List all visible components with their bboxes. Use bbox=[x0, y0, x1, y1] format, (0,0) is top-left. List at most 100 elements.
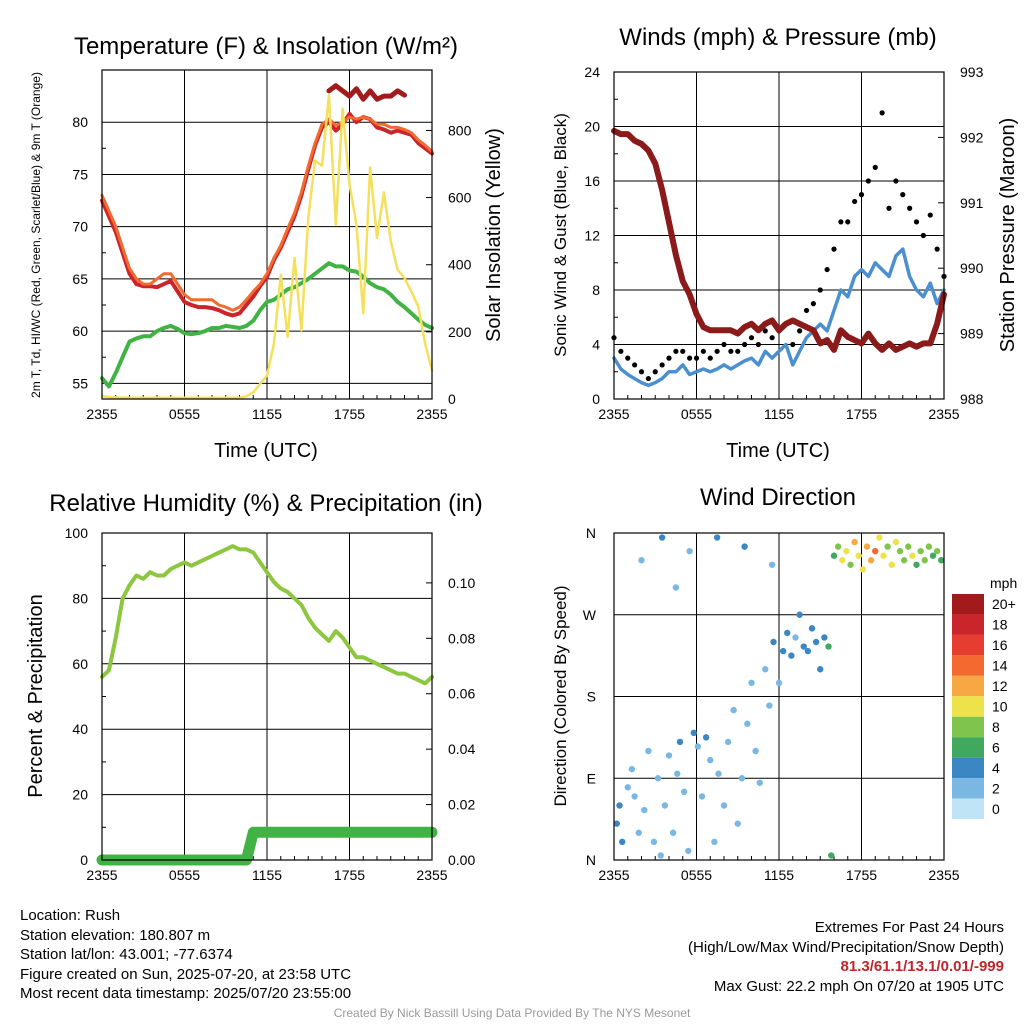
y-tick-label: 20 bbox=[72, 787, 88, 803]
gust-dot bbox=[680, 348, 686, 354]
direction-point bbox=[804, 647, 812, 655]
x-tick-label: 2355 bbox=[86, 406, 117, 422]
station-elevation: Station elevation: 180.807 m bbox=[20, 926, 211, 944]
direction-point bbox=[921, 557, 928, 564]
gust-dot bbox=[735, 348, 741, 354]
gust-dot bbox=[879, 110, 885, 116]
extremes-subtitle: (High/Low/Max Wind/Precipitation/Snow De… bbox=[688, 938, 1004, 956]
humidity-title: Relative Humidity (%) & Precipitation (i… bbox=[49, 490, 482, 517]
y-tick-label: 0 bbox=[80, 852, 88, 868]
panel-winds: Winds (mph) & Pressure (mb) Sonic Wind &… bbox=[551, 24, 1019, 462]
temperature-x-label: Time (UTC) bbox=[214, 440, 318, 462]
y2-tick-label: 989 bbox=[960, 326, 984, 342]
direction-point bbox=[796, 611, 803, 618]
gust-dot bbox=[845, 219, 851, 225]
colorbar-label: 4 bbox=[992, 760, 1000, 776]
direction-point bbox=[665, 752, 673, 759]
colorbar-label: 20+ bbox=[992, 596, 1016, 612]
direction-point bbox=[855, 552, 862, 559]
direction-point bbox=[734, 820, 741, 827]
direction-point bbox=[876, 534, 883, 541]
direction-y-left-label: Direction (Colored By Speed) bbox=[551, 585, 570, 806]
direction-point bbox=[933, 547, 941, 555]
y-tick-label: W bbox=[583, 607, 597, 623]
gust-dot bbox=[913, 219, 920, 225]
direction-point bbox=[768, 561, 776, 568]
y2-tick-label: 600 bbox=[448, 190, 472, 206]
direction-point bbox=[686, 547, 693, 555]
direction-point bbox=[674, 770, 681, 777]
gust-dot bbox=[790, 341, 796, 348]
plot-frame bbox=[101, 69, 433, 400]
x-tick-label: 0555 bbox=[169, 867, 200, 883]
colorbar-swatch bbox=[952, 757, 984, 779]
direction-point bbox=[788, 652, 795, 659]
y-tick-label: 70 bbox=[72, 219, 88, 235]
temperature-y-left-label: 2m T, Td, HI/WC (Red, Green, Scarlet/Blu… bbox=[29, 72, 43, 398]
max-gust: Max Gust: 22.2 mph On 07/20 at 1905 UTC bbox=[713, 977, 1004, 995]
direction-point bbox=[748, 679, 755, 687]
colorbar-swatch bbox=[952, 614, 984, 635]
gust-dot bbox=[707, 355, 713, 361]
direction-point bbox=[892, 538, 900, 546]
dewpoint-line bbox=[100, 261, 434, 389]
direction-point bbox=[925, 543, 933, 550]
direction-point bbox=[792, 634, 799, 641]
direction-point bbox=[657, 852, 664, 859]
y2-tick-label: 991 bbox=[960, 195, 984, 211]
colorbar-swatch bbox=[952, 675, 984, 697]
direction-point bbox=[707, 756, 714, 764]
y-tick-label: 0 bbox=[592, 391, 600, 407]
x-tick-label: 2355 bbox=[416, 406, 447, 422]
direction-point bbox=[698, 793, 706, 800]
colorbar-label: 16 bbox=[992, 637, 1008, 653]
direction-point bbox=[641, 806, 648, 814]
y2-tick-label: 0.06 bbox=[448, 686, 475, 702]
direction-point bbox=[669, 829, 677, 836]
gust-dot bbox=[652, 369, 658, 375]
direction-point bbox=[631, 793, 638, 800]
winds-x-label: Time (UTC) bbox=[726, 440, 830, 462]
y2-tick-label: 0.10 bbox=[448, 575, 475, 591]
y-tick-label: 60 bbox=[72, 656, 88, 672]
gust-dot bbox=[728, 348, 734, 354]
colorbar-label: 18 bbox=[992, 617, 1008, 633]
direction-point bbox=[715, 770, 722, 777]
direction-point bbox=[713, 534, 721, 541]
colorbar-label: 0 bbox=[992, 801, 1000, 817]
gust-dot bbox=[810, 301, 816, 307]
direction-point bbox=[900, 557, 908, 564]
direction-point bbox=[702, 734, 710, 741]
direction-point bbox=[808, 625, 816, 632]
y-tick-label: 80 bbox=[72, 590, 88, 606]
gust-dot bbox=[659, 362, 665, 368]
insolation-line bbox=[100, 93, 434, 399]
direction-point bbox=[938, 557, 945, 564]
y-tick-label: N bbox=[586, 525, 596, 541]
station-latlon: Station lat/lon: 43.001; -77.6374 bbox=[20, 946, 233, 963]
direction-point bbox=[744, 720, 751, 727]
heat-index-line bbox=[326, 83, 407, 102]
direction-point bbox=[775, 679, 783, 687]
sonic-wind-line bbox=[612, 247, 946, 388]
y2-tick-label: 988 bbox=[960, 391, 984, 407]
direction-point bbox=[724, 738, 732, 746]
gust-dot bbox=[886, 205, 892, 211]
y-tick-label: 65 bbox=[72, 271, 88, 287]
gust-dot bbox=[714, 348, 720, 354]
gust-dot bbox=[838, 219, 844, 225]
y-tick-label: E bbox=[587, 770, 596, 786]
direction-point bbox=[917, 547, 924, 555]
gust-dot bbox=[769, 335, 775, 341]
y-tick-label: 80 bbox=[72, 114, 88, 130]
x-tick-label: 1155 bbox=[252, 406, 282, 422]
y-tick-label: 20 bbox=[584, 119, 600, 135]
colorbar-label: 2 bbox=[992, 780, 1000, 796]
direction-point bbox=[872, 547, 879, 555]
direction-point bbox=[880, 552, 887, 559]
direction-point bbox=[613, 820, 620, 827]
gust-dot bbox=[748, 335, 755, 341]
x-tick-label: 2355 bbox=[86, 867, 117, 883]
